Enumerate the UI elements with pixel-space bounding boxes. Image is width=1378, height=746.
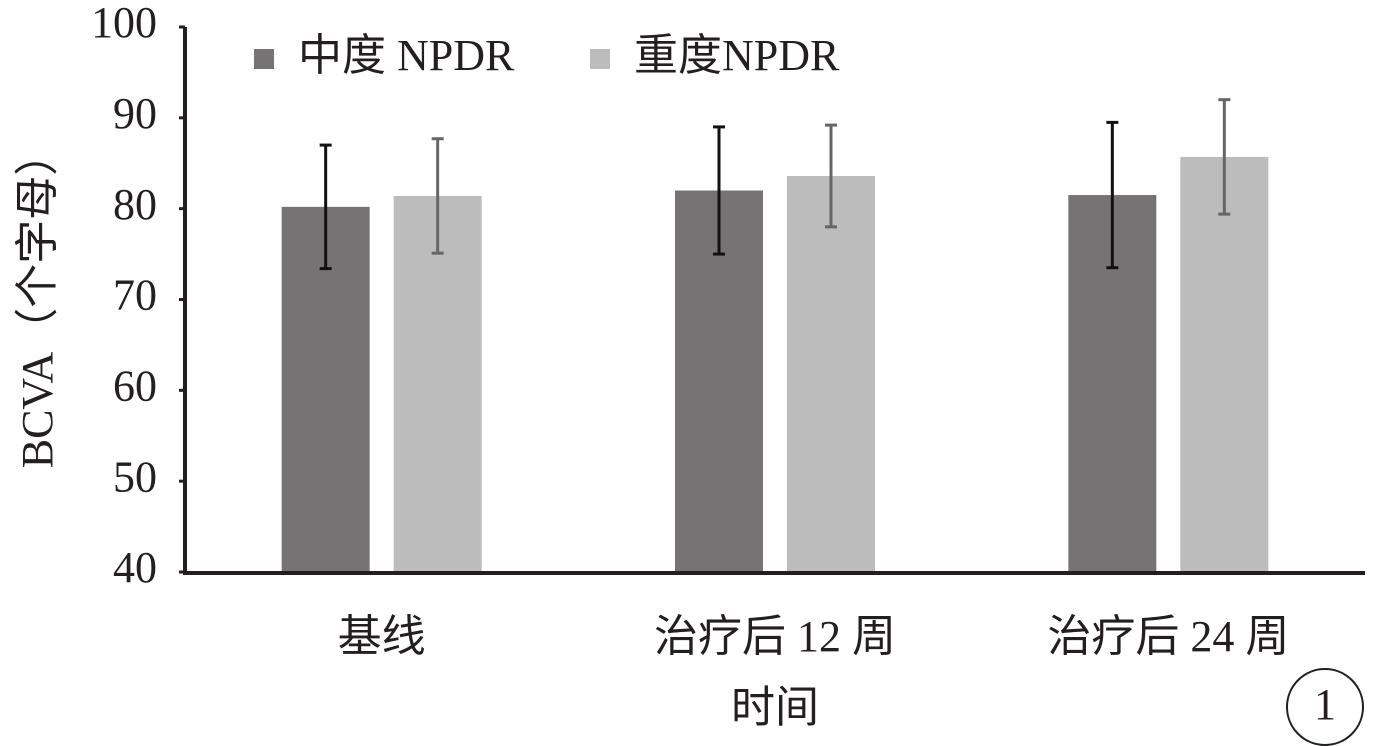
legend-label: 中度 NPDR — [298, 31, 515, 80]
annotation: 1 — [1314, 680, 1336, 729]
error-bar — [825, 123, 837, 229]
y-tick-label: 70 — [113, 271, 157, 320]
y-tick-label: 40 — [113, 543, 157, 592]
y-tick-label: 90 — [113, 89, 157, 138]
y-tick-label: 80 — [113, 180, 157, 229]
error-bar — [431, 137, 444, 255]
y-tick-label: 60 — [113, 361, 157, 410]
x-tick-label: 治疗后 24 周 — [1047, 612, 1289, 661]
bar — [393, 195, 482, 572]
bar — [1180, 156, 1269, 572]
legend-swatch — [590, 49, 610, 69]
x-tick-label: 治疗后 12 周 — [654, 612, 896, 661]
y-tick-label: 50 — [113, 452, 157, 501]
x-tick-label: 基线 — [338, 612, 426, 661]
y-tick-label: 100 — [91, 0, 157, 47]
error-bar — [713, 125, 725, 256]
error-bar — [1106, 120, 1119, 270]
bar — [787, 175, 875, 572]
y-axis-label: BCVA（个字母） — [13, 132, 62, 469]
legend-swatch — [254, 49, 274, 69]
error-bar — [1218, 98, 1231, 216]
error-bar — [319, 143, 332, 271]
legend-label: 重度NPDR — [634, 31, 840, 80]
x-axis-label: 时间 — [731, 683, 819, 732]
annotation-circle — [1286, 668, 1364, 746]
